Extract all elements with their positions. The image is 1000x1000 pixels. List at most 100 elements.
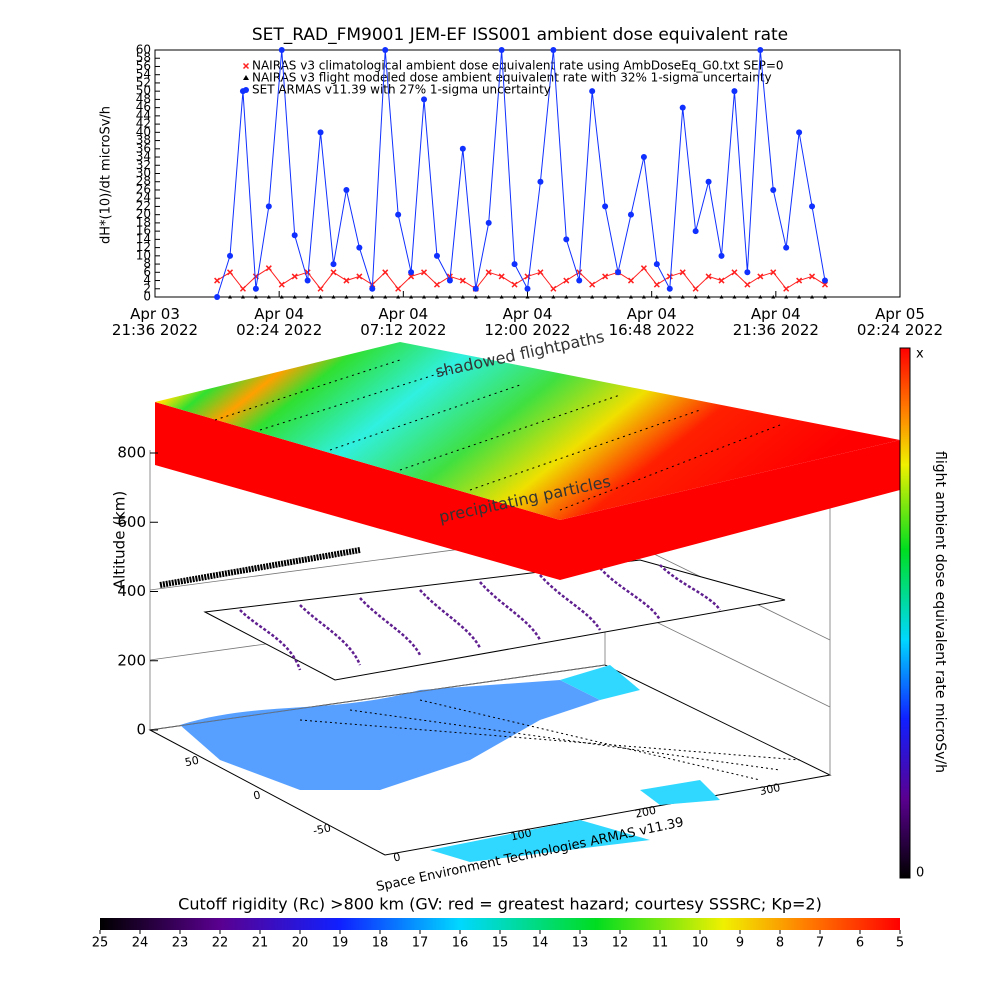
dose-colorbar-top: x <box>916 347 924 362</box>
y-tick-label: 56 <box>136 59 151 73</box>
y-tick-label: 34 <box>136 150 151 164</box>
point <box>627 211 634 218</box>
point <box>615 269 622 276</box>
point <box>627 277 635 284</box>
legend-marker <box>242 62 250 70</box>
slab-front-right <box>560 440 900 580</box>
point <box>318 295 323 299</box>
series-line <box>216 49 826 298</box>
point <box>809 273 816 280</box>
legend-label: SET ARMAS v11.39 with 27% 1-sigma uncert… <box>252 83 551 97</box>
point <box>797 295 802 299</box>
altitude-tick-label: 200 <box>117 651 146 669</box>
rigidity-tick-label: 15 <box>492 936 509 951</box>
orbit-shadow <box>159 547 361 588</box>
rigidity-tick-label: 13 <box>572 936 589 951</box>
rigidity-tick-label: 12 <box>612 936 629 951</box>
point <box>227 252 234 259</box>
y-tick-label: 38 <box>136 133 151 147</box>
point <box>692 285 699 292</box>
point <box>356 273 363 280</box>
point <box>343 277 350 284</box>
point <box>434 295 439 299</box>
rigidity-tick-label: 20 <box>292 936 309 951</box>
lat-tick-label: 0 <box>252 788 262 802</box>
point <box>602 273 609 280</box>
rigidity-tick-label: 9 <box>736 936 744 951</box>
point <box>265 203 272 210</box>
rigidity-tick-label: 11 <box>652 936 669 951</box>
point <box>317 129 324 136</box>
point <box>616 295 621 299</box>
rigidity-tick-label: 18 <box>372 936 389 951</box>
point <box>214 277 221 284</box>
point <box>706 295 711 299</box>
point <box>666 285 673 292</box>
point <box>525 295 530 299</box>
x-tick-label: Apr 04 12:00 2022 <box>484 305 571 339</box>
point <box>357 295 362 299</box>
y-tick-label: 20 <box>136 207 151 221</box>
lon-tick-label: 300 <box>758 781 781 798</box>
y-tick-label: 30 <box>136 166 151 180</box>
y-tick-label: 26 <box>136 182 151 196</box>
point <box>550 47 557 53</box>
point <box>718 252 725 259</box>
point <box>459 145 466 152</box>
y-tick-label: 50 <box>136 84 151 98</box>
point <box>252 285 259 292</box>
y-tick-label: 4 <box>143 273 151 287</box>
point <box>563 277 570 284</box>
point <box>253 295 258 299</box>
point <box>731 88 738 95</box>
point <box>628 295 633 299</box>
point <box>292 295 297 299</box>
altitude-tick-label: 600 <box>117 513 146 531</box>
rigidity-tick-label: 8 <box>776 936 784 951</box>
rigidity-tick-label: 16 <box>452 936 469 951</box>
y-tick-label: 2 <box>143 281 151 295</box>
point <box>383 295 388 299</box>
point <box>304 277 311 284</box>
point <box>408 269 415 276</box>
point <box>331 295 336 299</box>
point <box>654 295 659 299</box>
y-tick-label: 60 <box>136 43 151 57</box>
point <box>498 47 505 53</box>
rigidity-tick-label: 23 <box>172 936 189 951</box>
x-tick-label: Apr 04 21:36 2022 <box>732 305 819 339</box>
slab-tracks <box>214 359 781 511</box>
point <box>563 236 570 243</box>
point <box>214 294 221 300</box>
point <box>718 277 725 284</box>
y-tick-label: 6 <box>143 265 151 279</box>
point <box>666 273 673 280</box>
point <box>317 285 324 292</box>
point <box>744 281 751 288</box>
point <box>693 295 698 299</box>
point <box>784 295 789 299</box>
point <box>511 281 518 288</box>
slab-top <box>155 342 900 520</box>
point <box>732 295 737 299</box>
point <box>409 295 414 299</box>
rigidity-title: Cutoff rigidity (Rc) >800 km (GV: red = … <box>178 895 822 914</box>
point <box>291 273 298 280</box>
point <box>602 203 609 210</box>
y-tick-label: 46 <box>136 100 151 114</box>
point <box>239 285 246 292</box>
dose-colorbar <box>899 347 911 879</box>
point <box>589 281 596 288</box>
legend-label: NAIRAS v3 flight modeled dose ambient eq… <box>252 71 772 85</box>
point <box>330 261 337 268</box>
map-water <box>430 665 720 862</box>
point <box>226 269 234 276</box>
rigidity-tick-label: 7 <box>816 936 824 951</box>
point <box>589 88 596 95</box>
y-tick-label: 0 <box>143 290 151 304</box>
point <box>485 219 492 226</box>
point <box>422 295 427 299</box>
chart-title: SET_RAD_FM9001 JEM-EF ISS001 ambient dos… <box>252 25 788 45</box>
legend-marker <box>243 75 249 80</box>
